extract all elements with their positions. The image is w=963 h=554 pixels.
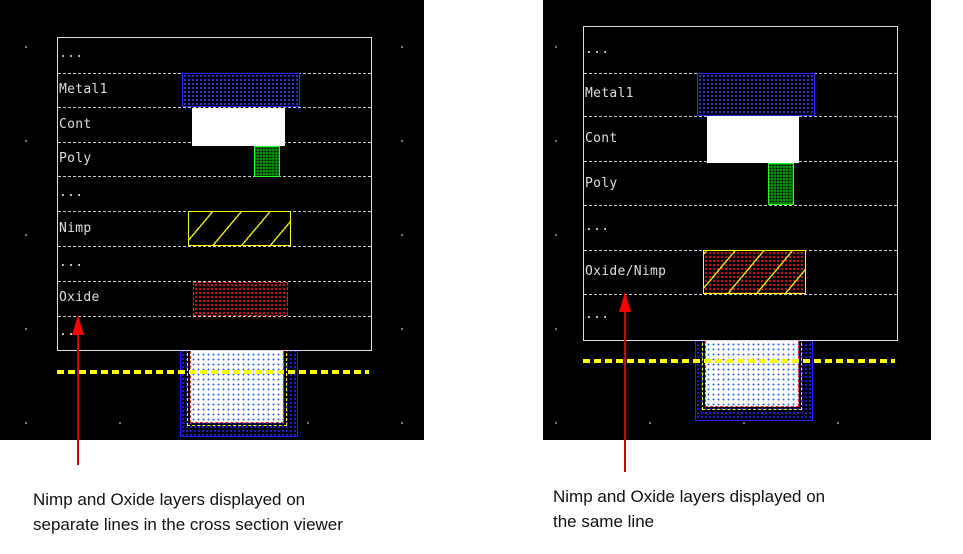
- caption-line: Nimp and Oxide layers displayed on: [553, 487, 826, 506]
- row-label-metal1: Metal1: [585, 86, 634, 101]
- metal1-shape: [697, 73, 815, 116]
- row-label-nimp: Nimp: [59, 221, 92, 236]
- row-divider: [584, 294, 897, 295]
- cont-shape: [707, 116, 799, 163]
- row-label-oxide: Oxide: [59, 290, 100, 305]
- row-divider: [58, 316, 371, 317]
- layout-viewer-separate: ... Metal1 Cont Poly ... Nimp ... Oxide …: [0, 0, 424, 440]
- arrow-line: [77, 330, 79, 465]
- arrow-line: [624, 308, 626, 472]
- cut-line: [57, 370, 369, 374]
- row-label-metal1: Metal1: [59, 82, 108, 97]
- nimp-shape: [188, 211, 291, 246]
- caption-left: Nimp and Oxide layers displayed on separ…: [33, 487, 343, 537]
- caption-line: separate lines in the cross section view…: [33, 515, 343, 534]
- row-label: ...: [585, 42, 610, 57]
- arrow-head-icon: [72, 315, 84, 335]
- active-shape: [702, 328, 802, 410]
- row-divider: [584, 205, 897, 206]
- row-divider: [58, 281, 371, 282]
- row-label: ...: [59, 255, 84, 270]
- row-divider: [58, 246, 371, 247]
- cross-section-window: ... Metal1 Cont Poly ... Nimp ... Oxide …: [57, 37, 372, 351]
- arrow-head-icon: [619, 292, 631, 312]
- caption-line: the same line: [553, 512, 655, 531]
- row-label-cont: Cont: [59, 117, 92, 132]
- row-label: ...: [585, 219, 610, 234]
- row-divider: [58, 107, 371, 108]
- row-label-poly: Poly: [585, 176, 618, 191]
- row-label-oxide-nimp: Oxide/Nimp: [585, 264, 667, 279]
- metal1-shape: [182, 73, 300, 107]
- row-label: ...: [59, 46, 84, 61]
- oxide-shape: [193, 282, 288, 316]
- cross-section-window: ... Metal1 Cont Poly ... Oxide/Nimp ...: [583, 26, 898, 341]
- row-divider: [58, 176, 371, 177]
- row-label: ...: [585, 307, 610, 322]
- cont-shape: [192, 108, 285, 146]
- row-label: ...: [59, 185, 84, 200]
- row-label-cont: Cont: [585, 131, 618, 146]
- poly-shape: [254, 146, 280, 177]
- cut-line: [583, 359, 895, 363]
- well-shape: [180, 338, 298, 437]
- oxide-nimp-shape: [703, 250, 806, 294]
- row-label-poly: Poly: [59, 151, 92, 166]
- caption-line: Nimp and Oxide layers displayed on: [33, 490, 306, 509]
- layout-viewer-combined: ... Metal1 Cont Poly ... Oxide/Nimp ...: [543, 0, 931, 440]
- well-shape: [695, 328, 813, 421]
- caption-right: Nimp and Oxide layers displayed on the s…: [553, 484, 825, 534]
- poly-shape: [768, 163, 794, 205]
- active-shape: [187, 338, 287, 426]
